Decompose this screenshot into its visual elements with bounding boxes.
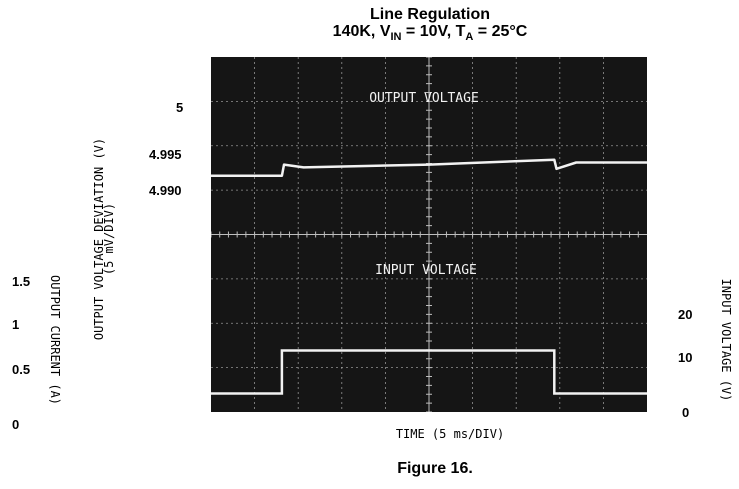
input-voltage-trace <box>211 349 647 395</box>
figure-caption: Figure 16. <box>397 460 473 477</box>
output-trace-label: OUTPUT VOLTAGE <box>369 91 479 106</box>
chart-title: Line Regulation <box>370 6 490 23</box>
output-current-axis-label: OUTPUT CURRENT (A) <box>48 274 62 406</box>
left-tick-4995: 4.995 <box>149 147 182 162</box>
vin-subscript: IN <box>390 31 402 44</box>
ta-subscript: A <box>465 31 474 44</box>
scope-graticule <box>211 57 647 412</box>
left-tick-4990: 4.990 <box>149 183 182 198</box>
left-tick-5: 5 <box>176 100 184 115</box>
current-tick-1-5: 1.5 <box>12 274 31 289</box>
current-tick-0: 0 <box>12 417 20 432</box>
output-voltage-axis-sublabel: (5 mV/DIV) <box>102 202 116 276</box>
input-tick-20: 20 <box>678 307 693 322</box>
oscilloscope-plot: OUTPUT VOLTAGE INPUT VOLTAGE <box>211 57 647 412</box>
scope-traces <box>211 158 647 395</box>
chart-subtitle: 140K, VIN = 10V, TA = 25°C <box>332 23 528 44</box>
input-tick-0: 0 <box>682 405 690 420</box>
output-voltage-trace <box>211 158 647 178</box>
current-tick-1: 1 <box>12 317 20 332</box>
input-trace-label: INPUT VOLTAGE <box>375 263 477 278</box>
x-axis-label: TIME (5 ms/DIV) <box>395 427 505 441</box>
input-voltage-axis-label: INPUT VOLTAGE (V) <box>719 278 733 402</box>
input-tick-10: 10 <box>678 350 693 365</box>
current-tick-0-5: 0.5 <box>12 362 31 377</box>
